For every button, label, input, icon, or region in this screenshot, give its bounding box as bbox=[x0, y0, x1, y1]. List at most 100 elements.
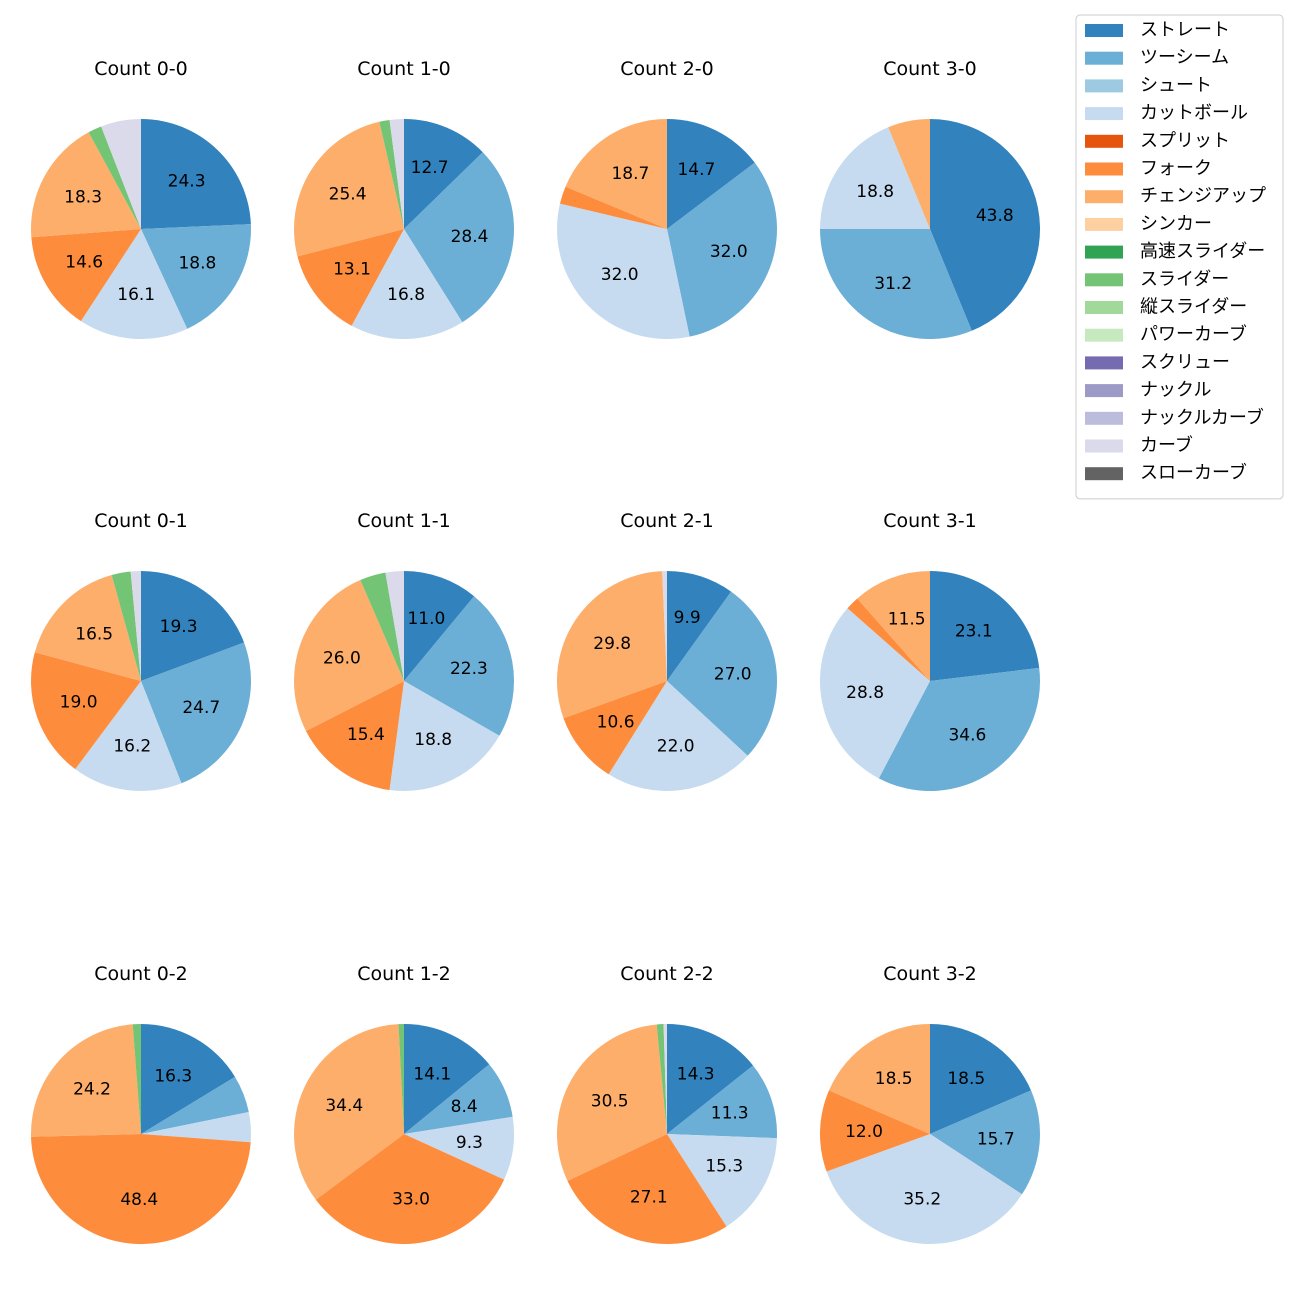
legend-swatch bbox=[1085, 467, 1123, 481]
pie-slice bbox=[563, 681, 667, 775]
pie-slice bbox=[385, 571, 404, 681]
pie-slice bbox=[315, 1134, 505, 1244]
pie-slice bbox=[826, 1134, 1022, 1245]
legend-item: ツーシーム bbox=[1085, 47, 1229, 68]
legend-label: スクリュー bbox=[1140, 352, 1230, 373]
legend-label: フォーク bbox=[1140, 158, 1212, 179]
slice-label: 12.0 bbox=[845, 1122, 883, 1142]
slice-label: 12.7 bbox=[411, 158, 449, 178]
chart-title: Count 2-1 bbox=[620, 510, 714, 532]
pie-count-2-0: 14.7 32.0 32.0 18.7 Count 2-0 bbox=[557, 58, 777, 339]
slice-label: 48.4 bbox=[120, 1190, 158, 1210]
pie-slice bbox=[398, 1024, 404, 1134]
pie-count-0-0: 24.3 18.8 16.1 14.6 18.3 Count 0-0 bbox=[30, 58, 251, 339]
pie-slice bbox=[667, 1134, 777, 1227]
chart-title: Count 0-1 bbox=[94, 510, 188, 532]
pie-count-2-1: 9.9 27.0 22.0 10.6 29.8 Count 2-1 bbox=[556, 510, 778, 791]
legend-swatch bbox=[1085, 384, 1123, 398]
legend-label: カーブ bbox=[1140, 434, 1193, 456]
chart-title: Count 2-2 bbox=[620, 963, 714, 985]
legend-swatch bbox=[1085, 328, 1123, 342]
legend-swatch bbox=[1085, 301, 1123, 314]
legend-item: 縦スライダー bbox=[1085, 297, 1247, 318]
legend-swatch bbox=[1085, 134, 1123, 148]
legend-item: スローカーブ bbox=[1085, 462, 1247, 484]
slice-label: 8.4 bbox=[451, 1097, 478, 1117]
legend-swatch bbox=[1085, 217, 1123, 231]
pie-slice bbox=[404, 119, 483, 229]
legend-item: パワーカーブ bbox=[1085, 323, 1247, 345]
pie-slice bbox=[667, 1065, 777, 1139]
slice-label: 18.8 bbox=[178, 253, 216, 273]
chart-title: Count 1-2 bbox=[357, 963, 451, 985]
pie-slice bbox=[567, 1134, 727, 1244]
pie-slice bbox=[608, 681, 748, 791]
chart-title: Count 3-0 bbox=[883, 58, 977, 80]
pie-slice bbox=[667, 119, 755, 229]
pie-slice bbox=[141, 1112, 252, 1143]
legend-item: スプリット bbox=[1085, 130, 1230, 151]
slice-label: 34.6 bbox=[948, 725, 986, 745]
legend-label: スローカーブ bbox=[1140, 462, 1247, 484]
slice-label: 16.2 bbox=[113, 736, 151, 756]
chart-title: Count 0-0 bbox=[94, 58, 188, 80]
slice-label: 18.8 bbox=[856, 182, 894, 202]
slice-label: 27.0 bbox=[714, 664, 752, 684]
slice-label: 16.5 bbox=[75, 625, 113, 645]
pie-slice bbox=[75, 681, 182, 792]
pie-slice bbox=[31, 1134, 251, 1245]
pie-slice bbox=[34, 574, 142, 681]
slice-label: 14.1 bbox=[413, 1064, 451, 1084]
slice-label: 24.7 bbox=[182, 698, 220, 718]
slice-label: 43.8 bbox=[976, 206, 1014, 226]
legend-label: 縦スライダー bbox=[1140, 297, 1247, 318]
slice-label: 33.0 bbox=[392, 1190, 430, 1210]
slice-label: 30.5 bbox=[591, 1091, 629, 1111]
pie-slice bbox=[663, 1023, 667, 1134]
pie-count-3-1: 23.1 34.6 28.8 11.5 Count 3-1 bbox=[820, 510, 1041, 792]
slice-label: 16.1 bbox=[117, 285, 155, 305]
slice-label: 15.3 bbox=[705, 1157, 743, 1177]
legend-label: シュート bbox=[1140, 75, 1212, 96]
pie-slice bbox=[111, 571, 141, 681]
pie-slice bbox=[351, 229, 463, 339]
pie-slice bbox=[820, 229, 972, 340]
pie-count-3-0: 43.8 31.2 18.8 Count 3-0 bbox=[820, 58, 1041, 340]
pie-slice bbox=[80, 229, 188, 339]
slice-label: 9.3 bbox=[456, 1133, 483, 1153]
slice-label: 28.8 bbox=[846, 683, 884, 703]
pie-count-1-2: 14.18.4 9.3 33.0 34.4 Count 1-2 bbox=[294, 963, 515, 1244]
legend-item: ストレート bbox=[1085, 20, 1230, 41]
legend-item: スクリュー bbox=[1085, 352, 1230, 373]
legend-swatch bbox=[1085, 245, 1123, 259]
slice-label: 32.0 bbox=[710, 242, 748, 262]
legend-swatch bbox=[1085, 439, 1123, 453]
pie-slice bbox=[820, 608, 930, 779]
pie-slice bbox=[878, 667, 1041, 792]
pie-count-1-1: 11.0 22.3 18.8 15.4 26.0 Count 1-1 bbox=[294, 510, 515, 791]
legend-item: ナックル bbox=[1085, 380, 1211, 401]
slice-label: 22.3 bbox=[450, 659, 488, 679]
legend-label: ナックル bbox=[1140, 380, 1211, 401]
pie-slice bbox=[930, 1024, 1031, 1134]
slice-label: 23.1 bbox=[955, 622, 993, 642]
legend-item: シュート bbox=[1085, 75, 1212, 96]
legend-item: カーブ bbox=[1085, 434, 1193, 456]
legend-label: スプリット bbox=[1140, 130, 1230, 151]
legend-item: ナックルカーブ bbox=[1085, 406, 1264, 428]
chart-title: Count 3-2 bbox=[883, 963, 977, 985]
slice-label: 24.3 bbox=[168, 171, 206, 191]
pie-count-2-2: 14.3 11.3 15.3 27.1 30.5 Count 2-2 bbox=[556, 963, 777, 1244]
pie-slice bbox=[360, 572, 404, 681]
pie-slice bbox=[857, 571, 930, 681]
chart-title: Count 0-2 bbox=[94, 963, 188, 985]
slice-label: 15.4 bbox=[347, 725, 385, 745]
pie-slice bbox=[847, 598, 930, 681]
chart-title: Count 3-1 bbox=[883, 510, 977, 532]
pie-slice bbox=[30, 1024, 141, 1137]
pie-slice bbox=[930, 571, 1040, 681]
legend-item: 高速スライダー bbox=[1085, 241, 1265, 262]
legend-item: スライダー bbox=[1085, 269, 1229, 290]
pie-slice bbox=[379, 119, 404, 229]
pies-group: 24.3 18.8 16.1 14.6 18.3 Count 0-0 12.7 28.4 16.… bbox=[30, 58, 1041, 1245]
